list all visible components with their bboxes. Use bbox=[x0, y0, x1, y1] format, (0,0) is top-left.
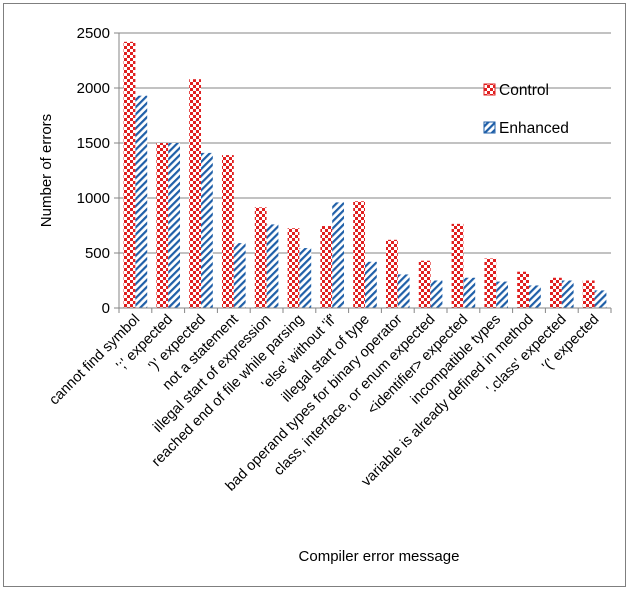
bar-enhanced-7 bbox=[365, 261, 377, 308]
bar-control-0 bbox=[123, 41, 136, 309]
legend-swatch-enhanced bbox=[483, 121, 496, 134]
y-tick-label: 1500 bbox=[77, 135, 110, 152]
bar-enhanced-11 bbox=[496, 281, 509, 308]
bar-enhanced-9 bbox=[430, 280, 443, 308]
bar-control-14 bbox=[582, 280, 595, 308]
y-axis-ticks: 0 500 1000 1500 2000 2500 bbox=[77, 25, 119, 317]
bar-chart: 0 500 1000 1500 2000 2500 cannot find symbol'… bbox=[38, 25, 612, 565]
bar-enhanced-6 bbox=[332, 202, 345, 308]
bar-enhanced-12 bbox=[529, 285, 541, 308]
bar-control-2 bbox=[189, 79, 201, 308]
bar-enhanced-3 bbox=[233, 243, 246, 308]
bar-enhanced-5 bbox=[299, 248, 312, 308]
axes bbox=[118, 33, 611, 309]
y-tick-label: 0 bbox=[102, 300, 110, 317]
legend-swatch-control bbox=[483, 83, 496, 96]
bar-control-5 bbox=[287, 228, 300, 308]
y-tick-label: 2500 bbox=[77, 25, 110, 42]
legend-label-control: Control bbox=[499, 82, 549, 99]
bar-enhanced-13 bbox=[561, 280, 574, 308]
legend-label-enhanced: Enhanced bbox=[499, 120, 569, 137]
y-tick-label: 1000 bbox=[77, 190, 110, 207]
chart-frame: 0 500 1000 1500 2000 2500 cannot find symbol '… bbox=[3, 3, 626, 587]
bar-control-4 bbox=[254, 207, 267, 308]
bar-enhanced-4 bbox=[266, 224, 279, 308]
bar-control-11 bbox=[484, 258, 497, 308]
bar-enhanced-14 bbox=[594, 290, 607, 308]
bar-control-12 bbox=[517, 271, 529, 308]
bar-enhanced-1 bbox=[168, 143, 181, 308]
bar-control-3 bbox=[221, 155, 234, 308]
bar-control-6 bbox=[320, 226, 333, 308]
y-axis-label: Number of errors bbox=[38, 114, 55, 227]
bar-control-1 bbox=[156, 143, 169, 308]
bar-control-13 bbox=[549, 277, 562, 308]
bar-enhanced-0 bbox=[135, 95, 148, 308]
bar-enhanced-2 bbox=[201, 152, 213, 308]
bar-control-9 bbox=[418, 260, 431, 308]
y-tick-label: 2000 bbox=[77, 80, 110, 97]
bar-control-8 bbox=[385, 239, 398, 308]
bar-control-10 bbox=[451, 223, 464, 308]
bar-control-7 bbox=[353, 201, 365, 308]
legend: Control Enhanced bbox=[483, 82, 569, 137]
x-axis-ticks: cannot find symbol';' expected')' expect… bbox=[46, 308, 612, 494]
y-tick-label: 500 bbox=[85, 245, 110, 262]
bars bbox=[123, 41, 607, 309]
x-axis-label: Compiler error message bbox=[299, 548, 460, 565]
bar-enhanced-10 bbox=[463, 277, 476, 308]
bar-enhanced-8 bbox=[397, 274, 410, 308]
